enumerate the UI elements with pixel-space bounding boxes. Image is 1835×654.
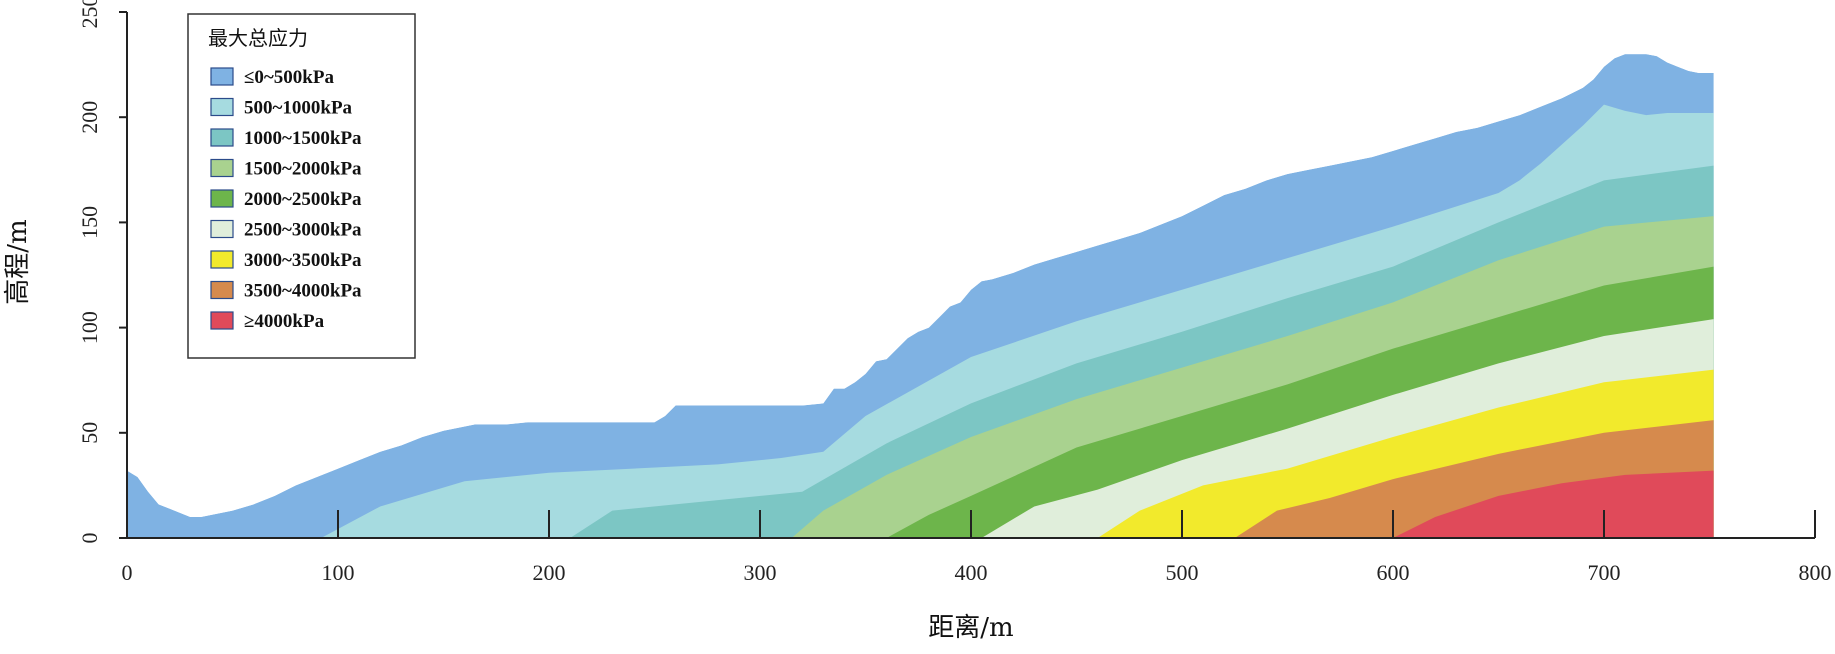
legend-label: 2500~3000kPa [244, 220, 362, 241]
legend-swatch [210, 189, 234, 208]
legend-title: 最大总应力 [208, 26, 308, 50]
legend-swatch [210, 158, 234, 178]
y-tick-label: 0 [77, 533, 102, 544]
legend-items: ≤0~500kPa 500~1000kPa 1000~1500kPa 1500~200… [210, 67, 362, 332]
x-tick-label: 100 [322, 560, 355, 585]
y-tick-labels: 0 50 100 150 200 250 [77, 0, 127, 544]
legend-swatch [210, 280, 234, 300]
legend-label: ≥4000kPa [244, 311, 325, 332]
legend-label: 1500~2000kPa [244, 159, 362, 180]
x-tick-label: 300 [744, 560, 777, 585]
x-tick-label: 200 [533, 560, 566, 585]
legend-swatch [210, 67, 234, 86]
legend-swatch [210, 97, 234, 117]
y-tick-label: 100 [77, 311, 102, 344]
y-tick-label: 50 [77, 422, 102, 444]
y-tick-label: 200 [77, 101, 102, 134]
stress-band-8 [1393, 470, 1714, 538]
x-tick-labels: 0 100 200 300 400 500 600 700 800 [122, 560, 1832, 585]
legend-label: 500~1000kPa [244, 98, 353, 119]
x-axis-title: 距离/m [928, 613, 1013, 643]
legend-label: 1000~1500kPa [244, 128, 362, 149]
legend-label: ≤0~500kPa [244, 67, 334, 88]
x-tick-label: 500 [1166, 560, 1199, 585]
x-tick-label: 600 [1377, 560, 1410, 585]
x-tick-label: 0 [122, 560, 133, 585]
legend-label: 3000~3500kPa [244, 250, 362, 271]
x-tick-label: 400 [955, 560, 988, 585]
legend-swatch [210, 311, 234, 330]
legend-label: 3500~4000kPa [244, 281, 362, 302]
y-axis-title: 高程/m [3, 219, 33, 304]
axes [126, 12, 1815, 539]
legend-label: 2000~2500kPa [244, 189, 362, 210]
x-tick-label: 800 [1799, 560, 1832, 585]
legend: 最大总应力 ≤0~500kPa 500~1000kPa 1000~1500kPa 15… [187, 13, 416, 359]
legend-swatch [210, 250, 234, 269]
stress-bands [127, 54, 1714, 538]
legend-swatch [210, 128, 234, 147]
y-tick-label: 250 [77, 0, 102, 29]
legend-swatch [210, 219, 234, 239]
x-tick-label: 700 [1588, 560, 1621, 585]
y-tick-label: 150 [77, 206, 102, 239]
distance-markers [337, 510, 1816, 538]
legend-box [187, 13, 416, 359]
